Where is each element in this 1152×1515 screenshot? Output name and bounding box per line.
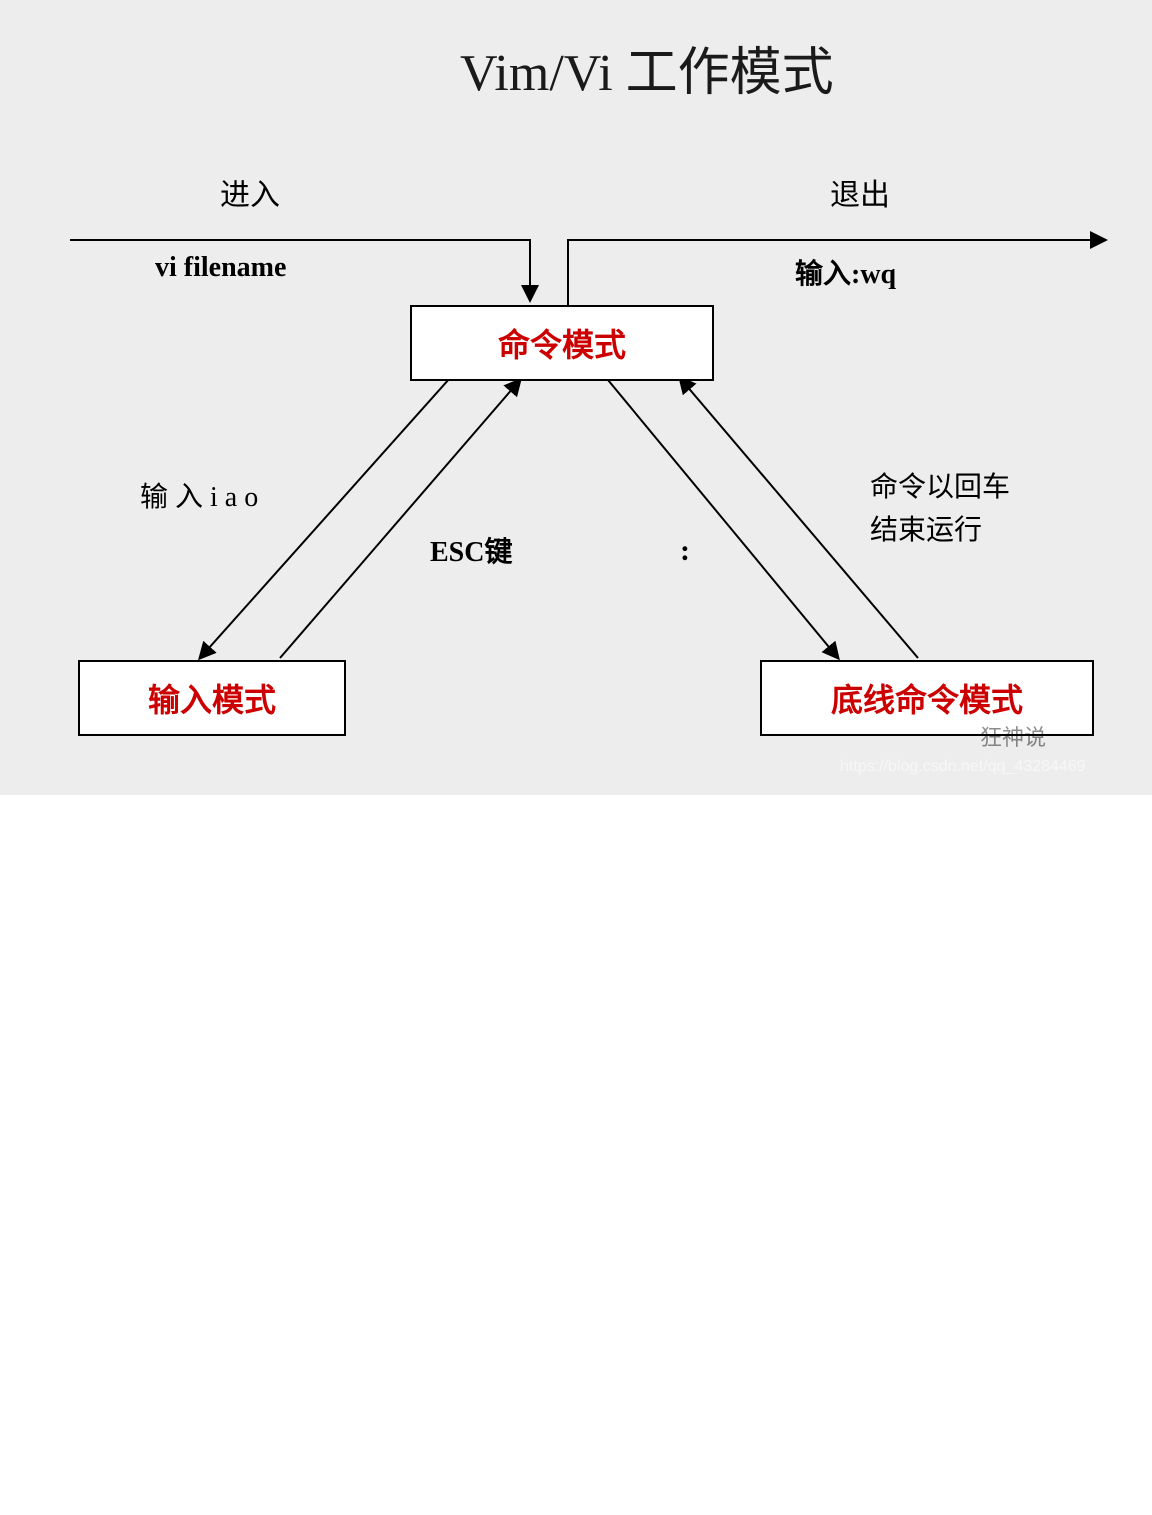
node-label: 输入模式 bbox=[148, 675, 276, 721]
edge-cmd_to_input_left bbox=[200, 378, 450, 658]
label-esc: ESC键 bbox=[430, 530, 512, 570]
label-enter_run1: 命令以回车 bbox=[870, 465, 1010, 505]
edge-cmd_to_lastline_right bbox=[608, 380, 838, 658]
watermark: 狂神说 bbox=[980, 720, 1046, 752]
label-enter_run2: 结束运行 bbox=[870, 508, 982, 548]
watermark-url: https://blog.csdn.net/qq_43284469 bbox=[840, 758, 1086, 776]
edge-enter bbox=[70, 240, 530, 300]
node-input: 输入模式 bbox=[78, 660, 346, 736]
node-cmd: 命令模式 bbox=[410, 305, 714, 381]
label-colon: : bbox=[680, 534, 690, 568]
label-enter_bottom: vi filename bbox=[155, 252, 286, 284]
label-exit_top: 退出 bbox=[830, 170, 890, 214]
node-label: 命令模式 bbox=[498, 320, 626, 366]
diagram-canvas: Vim/Vi 工作模式命令模式输入模式底线命令模式进入vi filename退出… bbox=[0, 0, 1152, 795]
label-exit_bottom: 输入:wq bbox=[795, 252, 896, 292]
node-label: 底线命令模式 bbox=[831, 675, 1023, 721]
label-iao: 输 入 i a o bbox=[140, 475, 258, 515]
edge-input_to_cmd_right bbox=[280, 380, 520, 658]
label-enter_top: 进入 bbox=[220, 170, 280, 214]
wechat-icon bbox=[980, 720, 1152, 1515]
